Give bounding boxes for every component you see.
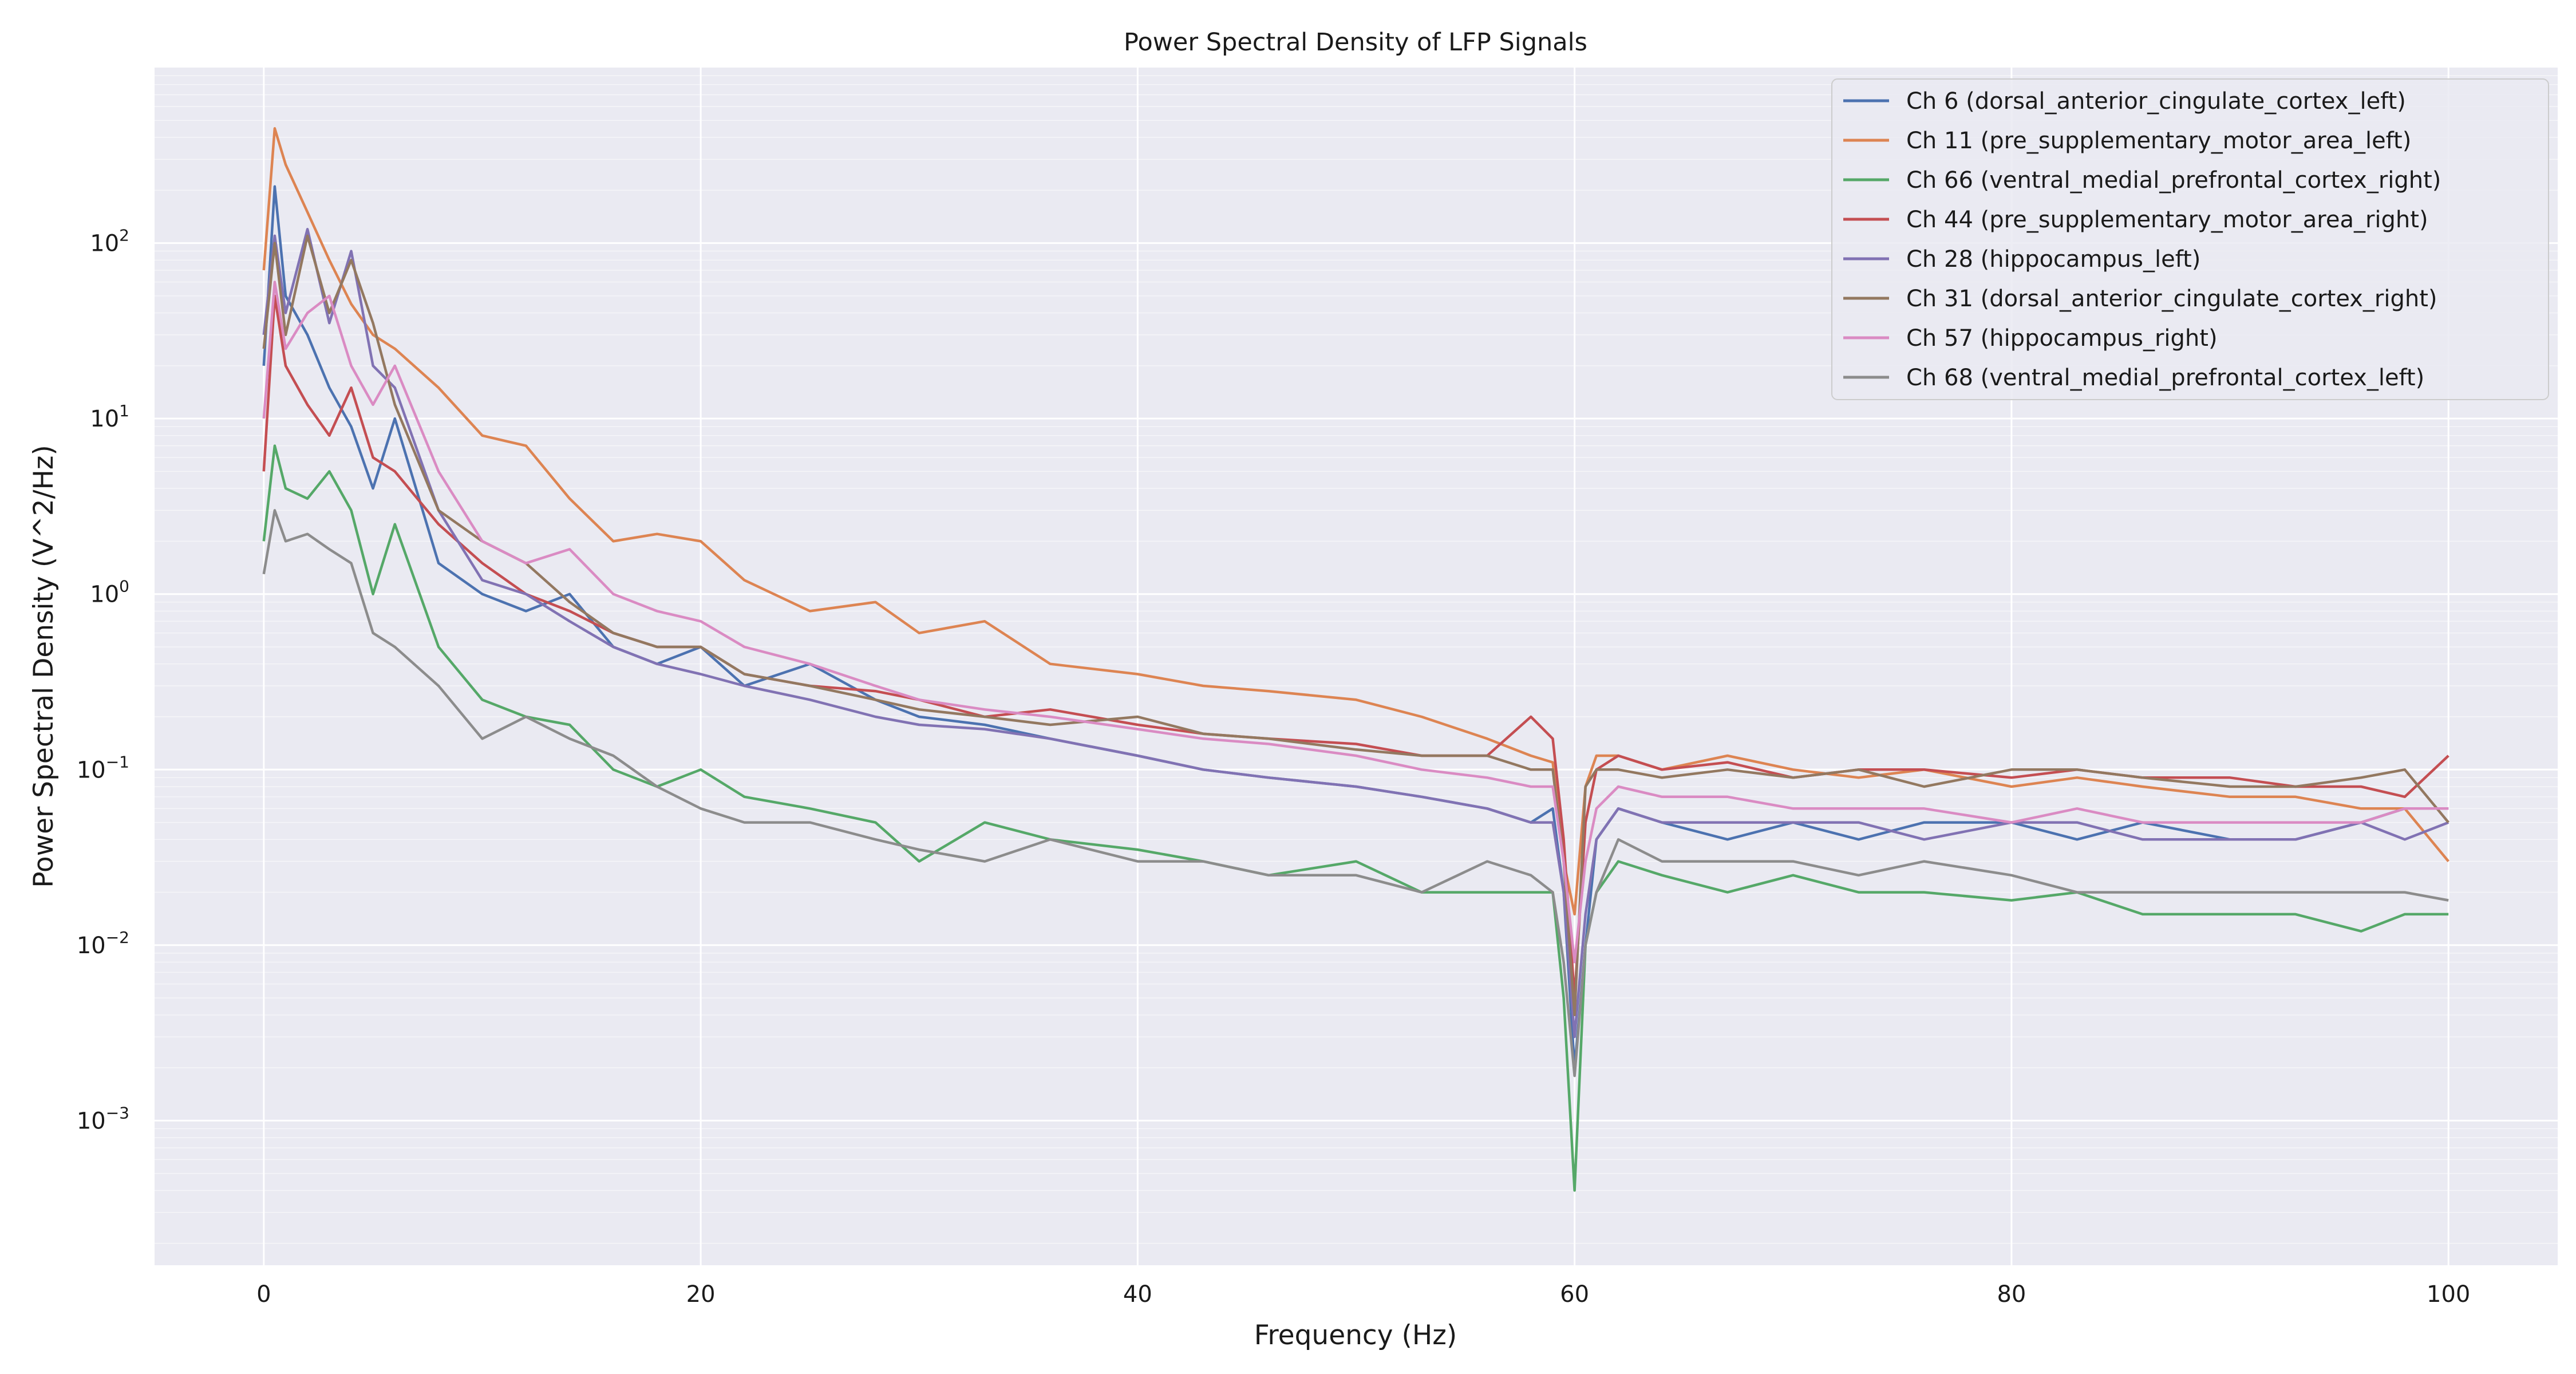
y-tick-label: 10−1 bbox=[77, 752, 129, 783]
y-tick-label: 10−2 bbox=[77, 928, 129, 959]
x-tick-label: 80 bbox=[1997, 1281, 2026, 1308]
x-tick-label: 0 bbox=[256, 1281, 271, 1308]
x-tick-label: 40 bbox=[1123, 1281, 1152, 1308]
legend-label: Ch 11 (pre_supplementary_motor_area_left… bbox=[1906, 128, 2411, 154]
x-tick-label: 20 bbox=[686, 1281, 716, 1308]
x-axis-label: Frequency (Hz) bbox=[1254, 1320, 1457, 1351]
x-tick-label: 60 bbox=[1560, 1281, 1589, 1308]
series-lines bbox=[262, 127, 2449, 1192]
legend-label: Ch 68 (ventral_medial_prefrontal_cortex_… bbox=[1906, 365, 2424, 391]
chart-title: Power Spectral Density of LFP Signals bbox=[1124, 28, 1587, 57]
y-tick-label: 102 bbox=[90, 226, 129, 257]
series-line-6 bbox=[262, 234, 2449, 1017]
series-line-5 bbox=[262, 228, 2449, 1039]
y-tick-label: 101 bbox=[90, 401, 129, 432]
legend-box bbox=[1831, 78, 2549, 400]
y-axis-label: Power Spectral Density (V^2/Hz) bbox=[28, 445, 60, 888]
y-tick-label: 100 bbox=[90, 577, 129, 608]
series-line-2 bbox=[262, 127, 2449, 916]
legend-label: Ch 57 (hippocampus_right) bbox=[1906, 325, 2218, 352]
legend-label: Ch 6 (dorsal_anterior_cingulate_cortex_l… bbox=[1906, 88, 2406, 114]
x-axis-ticks: 0 20 40 60 80 100 bbox=[256, 1281, 2470, 1308]
y-axis-ticks: 10−3 10−2 10−1 100 101 102 bbox=[77, 226, 129, 1135]
legend-label: Ch 44 (pre_supplementary_motor_area_righ… bbox=[1906, 207, 2428, 233]
series-line-7 bbox=[262, 281, 2449, 964]
series-line-8 bbox=[262, 509, 2449, 1077]
legend: Ch 6 (dorsal_anterior_cingulate_cortex_l… bbox=[1831, 78, 2549, 400]
y-tick-label: 10−3 bbox=[77, 1103, 129, 1134]
legend-label: Ch 28 (hippocampus_left) bbox=[1906, 246, 2200, 273]
legend-label: Ch 31 (dorsal_anterior_cingulate_cortex_… bbox=[1906, 286, 2437, 312]
x-tick-label: 100 bbox=[2427, 1281, 2470, 1308]
legend-label: Ch 66 (ventral_medial_prefrontal_cortex_… bbox=[1906, 167, 2441, 194]
